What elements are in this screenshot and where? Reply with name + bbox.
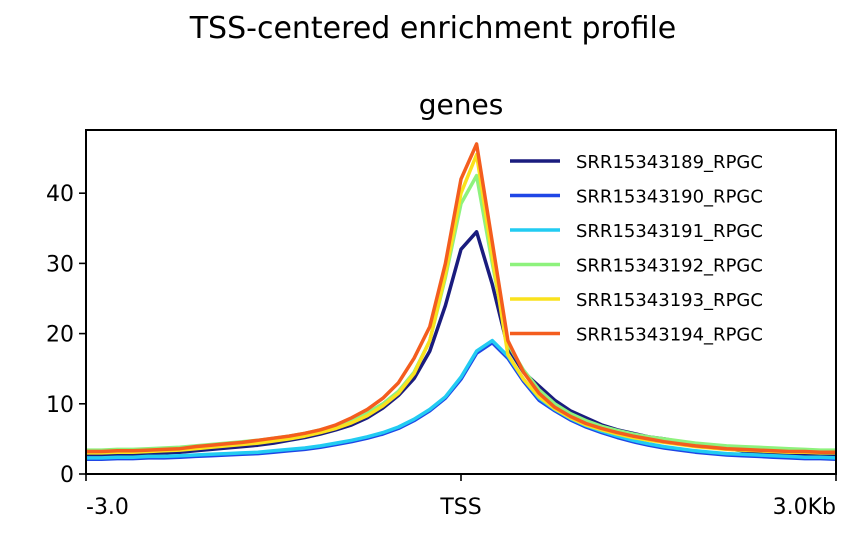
series-line-2 bbox=[86, 340, 837, 462]
legend-label: SRR15343193_RPGC bbox=[576, 290, 763, 311]
plot-subtitle: genes bbox=[419, 88, 504, 121]
y-tick-label: 20 bbox=[46, 323, 74, 348]
series-line-6 bbox=[86, 142, 836, 454]
y-tick-label: 0 bbox=[60, 463, 74, 488]
legend: SRR15343189_RPGC SRR15343190_RPGC SRR15343… bbox=[510, 152, 763, 346]
chart-title: TSS-centered enrichment profile bbox=[189, 11, 677, 46]
x-tick-label: -3.0 bbox=[86, 495, 129, 520]
legend-label: SRR15343191_RPGC bbox=[576, 221, 763, 242]
x-tick-label: TSS bbox=[439, 495, 481, 520]
legend-label: SRR15343192_RPGC bbox=[576, 256, 763, 277]
y-tick-label: 10 bbox=[46, 393, 74, 418]
y-tick-label: 30 bbox=[46, 252, 74, 277]
x-tick-label: 3.0Kb bbox=[773, 495, 836, 520]
series-layer bbox=[86, 142, 837, 462]
y-tick-label: 40 bbox=[46, 182, 74, 207]
legend-label: SRR15343194_RPGC bbox=[576, 325, 763, 346]
legend-label: SRR15343190_RPGC bbox=[576, 187, 763, 208]
legend-label: SRR15343189_RPGC bbox=[576, 152, 763, 173]
series-line-3 bbox=[86, 338, 837, 460]
axes-layer: 0 10 20 30 40 -3.0 TSS 3.0Kb bbox=[46, 182, 837, 520]
series-line-4 bbox=[86, 173, 836, 452]
